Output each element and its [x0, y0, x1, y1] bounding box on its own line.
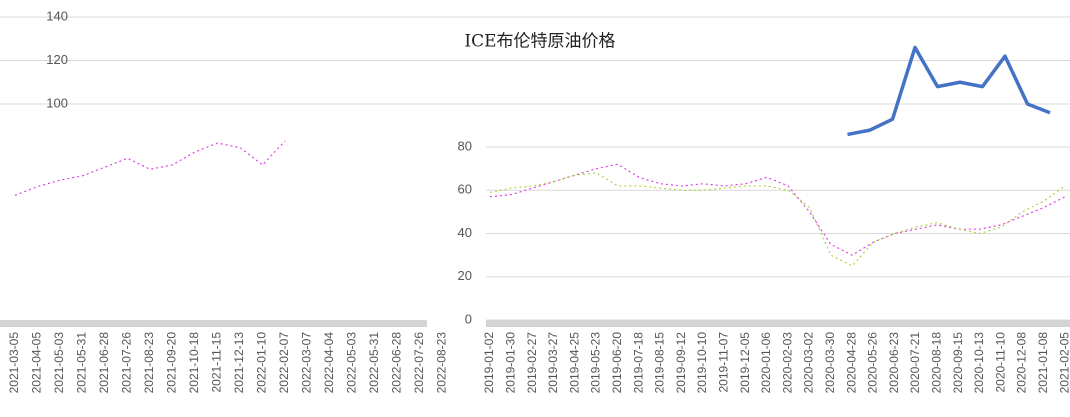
x-tick-label: 2022-01-10 [255, 332, 269, 394]
x-tick-label: 2021-02-05 [1057, 332, 1070, 394]
chart-title: ICE布伦特原油价格 [464, 32, 615, 52]
x-tick-label: 2021-09-20 [165, 332, 179, 394]
x-tick-label: 2020-01-06 [759, 332, 773, 394]
x-tick-label: 2022-03-07 [300, 332, 314, 394]
x-tick-label: 2020-11-10 [993, 332, 1007, 393]
x-tick-label: 2021-10-18 [187, 332, 201, 394]
x-tick-label: 2021-06-28 [97, 332, 111, 394]
x-tick-label: 2019-03-27 [546, 332, 560, 394]
x-tick-label: 2021-08-23 [142, 332, 156, 394]
x-tick-label: 2020-06-23 [887, 332, 901, 394]
x-tick-label: 2020-07-21 [908, 332, 922, 394]
x-tick-label: 2022-06-28 [390, 332, 404, 394]
x-tick-label: 2019-01-30 [503, 332, 517, 394]
axis-band [486, 320, 1070, 327]
x-tick-label: 2019-02-27 [525, 332, 539, 394]
x-tick-label: 2021-07-26 [120, 332, 134, 394]
x-tick-label: 2022-04-04 [322, 332, 336, 394]
x-tick-label: 2019-07-18 [631, 332, 645, 394]
x-tick-label: 2022-07-26 [412, 332, 426, 394]
y-tick-label: 40 [458, 225, 472, 240]
x-tick-label: 2019-04-25 [567, 332, 581, 394]
x-tick-label: 2020-10-13 [972, 332, 986, 394]
x-tick-label: 2020-05-26 [866, 332, 880, 394]
y-tick-label: 120 [46, 52, 68, 67]
x-tick-label: 2021-05-31 [75, 332, 89, 394]
series-line [847, 45, 1051, 137]
x-tick-label: 2020-03-30 [823, 332, 837, 394]
x-tick-label: 2020-09-15 [951, 332, 965, 394]
x-tick-label: 2020-02-03 [780, 332, 794, 394]
x-tick-label: 2019-12-05 [738, 332, 752, 394]
x-tick-label: 2020-12-08 [1015, 332, 1029, 394]
x-tick-label: 2019-09-12 [674, 332, 688, 394]
x-tick-label: 2022-05-03 [345, 332, 359, 394]
x-tick-label: 2020-03-02 [802, 332, 816, 394]
y-tick-label: 0 [465, 311, 472, 326]
y-tick-label: 60 [458, 182, 472, 197]
x-tick-label: 2020-04-28 [844, 332, 858, 394]
x-tick-label: 2021-11-15 [210, 332, 224, 393]
x-tick-label: 2019-01-02 [482, 332, 496, 394]
y-tick-label: 100 [46, 95, 68, 110]
y-tick-label: 80 [458, 138, 472, 153]
x-tick-label: 2019-10-10 [695, 332, 709, 394]
y-tick-label: 20 [458, 268, 472, 283]
x-tick-label: 2019-06-20 [610, 332, 624, 394]
x-tick-label: 2021-03-05 [7, 332, 21, 394]
series-line [489, 172, 1066, 267]
x-tick-label: 2021-12-13 [232, 332, 246, 394]
x-tick-label: 2020-08-18 [929, 332, 943, 394]
y-tick-label: 140 [46, 8, 68, 23]
axis-band [0, 320, 427, 327]
x-tick-label: 2022-08-23 [435, 332, 449, 394]
x-tick-label: 2019-05-23 [589, 332, 603, 394]
x-tick-label: 2021-01-08 [1036, 332, 1050, 394]
x-tick-label: 2019-11-07 [716, 332, 730, 393]
x-tick-label: 2019-08-15 [653, 332, 667, 394]
x-tick-label: 2022-02-07 [277, 332, 291, 394]
series-line [14, 140, 286, 196]
x-tick-label: 2021-04-05 [30, 332, 44, 394]
series-line [489, 163, 1066, 256]
x-tick-label: 2022-05-31 [367, 332, 381, 394]
x-tick-label: 2021-05-03 [52, 332, 66, 394]
